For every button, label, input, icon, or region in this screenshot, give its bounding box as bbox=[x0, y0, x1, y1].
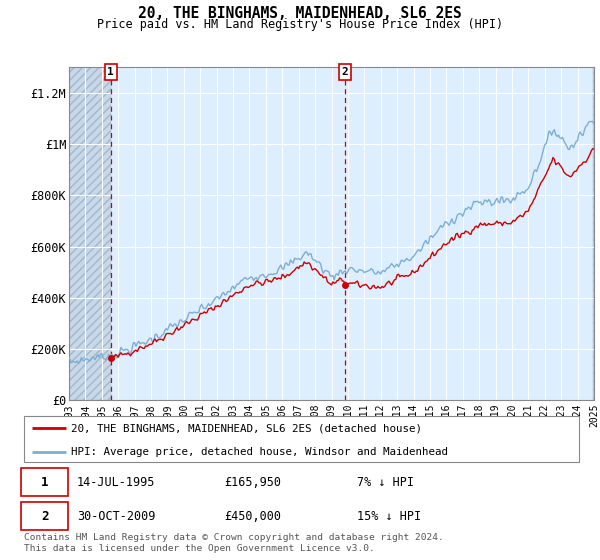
FancyBboxPatch shape bbox=[24, 416, 579, 462]
Text: Price paid vs. HM Land Registry's House Price Index (HPI): Price paid vs. HM Land Registry's House … bbox=[97, 18, 503, 31]
FancyBboxPatch shape bbox=[21, 502, 68, 530]
Text: 20, THE BINGHAMS, MAIDENHEAD, SL6 2ES: 20, THE BINGHAMS, MAIDENHEAD, SL6 2ES bbox=[138, 6, 462, 21]
Text: 2: 2 bbox=[41, 510, 49, 523]
Text: £165,950: £165,950 bbox=[224, 475, 281, 489]
Text: 2: 2 bbox=[342, 67, 349, 77]
Text: 14-JUL-1995: 14-JUL-1995 bbox=[77, 475, 155, 489]
Text: Contains HM Land Registry data © Crown copyright and database right 2024.
This d: Contains HM Land Registry data © Crown c… bbox=[24, 533, 444, 553]
FancyBboxPatch shape bbox=[21, 468, 68, 496]
Text: 30-OCT-2009: 30-OCT-2009 bbox=[77, 510, 155, 523]
Text: 7% ↓ HPI: 7% ↓ HPI bbox=[357, 475, 414, 489]
Text: 20, THE BINGHAMS, MAIDENHEAD, SL6 2ES (detached house): 20, THE BINGHAMS, MAIDENHEAD, SL6 2ES (d… bbox=[71, 423, 422, 433]
Text: HPI: Average price, detached house, Windsor and Maidenhead: HPI: Average price, detached house, Wind… bbox=[71, 447, 448, 457]
Bar bbox=[69, 67, 110, 400]
Text: 1: 1 bbox=[41, 475, 49, 489]
Text: 15% ↓ HPI: 15% ↓ HPI bbox=[357, 510, 421, 523]
Text: 1: 1 bbox=[107, 67, 114, 77]
Text: £450,000: £450,000 bbox=[224, 510, 281, 523]
Bar bbox=[593, 67, 594, 400]
